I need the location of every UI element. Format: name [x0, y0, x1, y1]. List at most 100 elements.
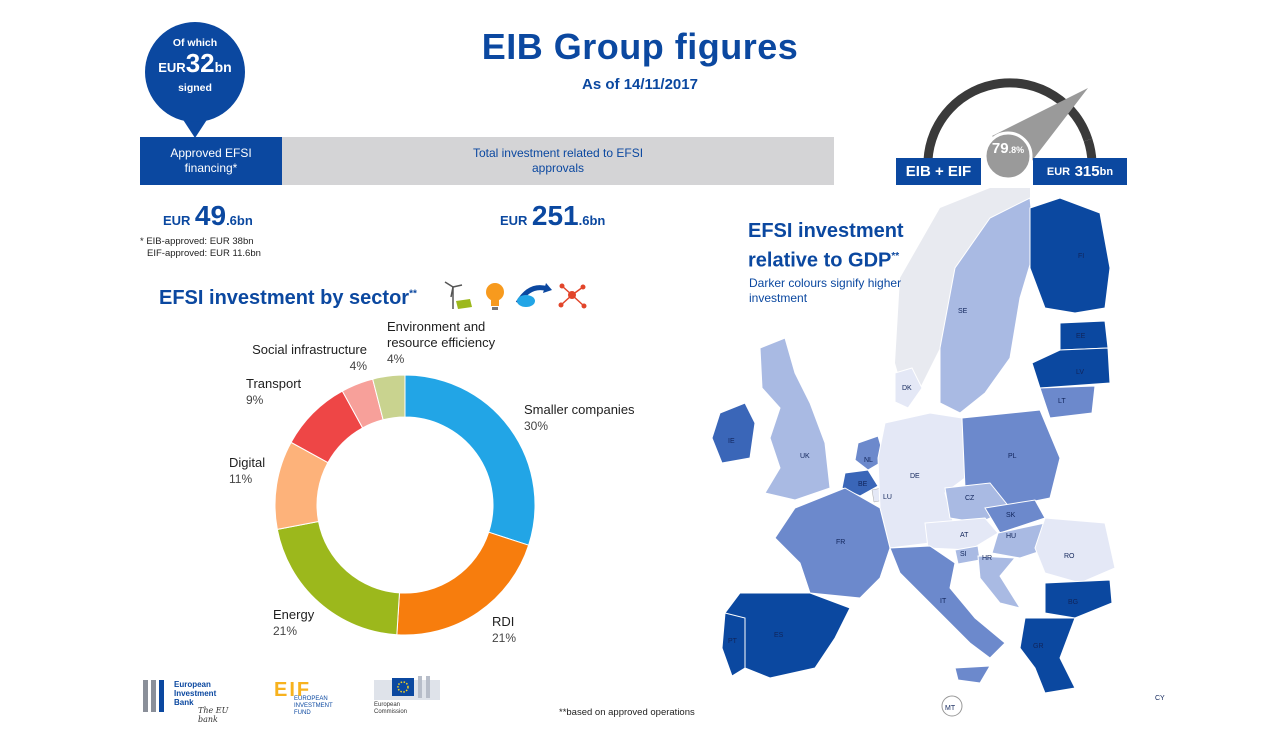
- svg-text:IT: IT: [940, 598, 947, 605]
- gauge-hub: [983, 131, 1033, 181]
- map-country-nl: [854, 435, 886, 471]
- svg-text:GR: GR: [1033, 643, 1044, 650]
- map-country-it: [889, 545, 1006, 659]
- label-social: Social infrastructure 4%: [243, 342, 367, 374]
- total-amount: EUR 251.6bn: [500, 200, 605, 232]
- label-environment-pct: 4%: [387, 352, 405, 366]
- label-transport: Transport 9%: [246, 376, 301, 408]
- callout-currency: EUR: [158, 60, 186, 75]
- eif-logo-line1: EUROPEAN: [294, 696, 328, 702]
- eib-logo-mark: [143, 680, 164, 712]
- ec-logo: European Commission: [372, 672, 444, 720]
- eif-logo: EIF EUROPEAN INVESTMENT FUND: [274, 680, 354, 722]
- callout-unit: bn: [214, 59, 232, 75]
- svg-text:IE: IE: [728, 438, 735, 445]
- map-country-no: [895, 188, 1030, 398]
- svg-text:FI: FI: [1078, 253, 1084, 260]
- label-rdi-line1: RDI: [492, 614, 515, 629]
- svg-text:DE: DE: [910, 473, 920, 480]
- eib-logo-tagline: The EU bank: [198, 706, 229, 724]
- gauge-right-value: 315: [1074, 163, 1100, 180]
- map-country-fi: [1029, 197, 1111, 314]
- svg-text:BG: BG: [1068, 599, 1078, 606]
- svg-text:PT: PT: [728, 638, 738, 645]
- svg-text:SK: SK: [1006, 512, 1016, 519]
- label-energy-line1: Energy: [273, 607, 315, 622]
- map-country-at: [924, 517, 999, 551]
- gdp-heading-mark: **: [891, 251, 900, 262]
- total-investment-label: Total investment related to EFSI approva…: [472, 146, 644, 175]
- gauge-right-currency: EUR: [1046, 165, 1071, 178]
- svg-text:DK: DK: [902, 385, 912, 392]
- label-social-line1: Social infrastructure: [252, 342, 367, 357]
- gdp-subtitle: Darker colours signify higher investment: [749, 276, 901, 306]
- gauge-pct-value: 79: [991, 140, 1009, 157]
- map-country-dk: [894, 367, 923, 409]
- gauge-percentage: 79.8%: [984, 140, 1032, 158]
- label-digital: Digital 11%: [229, 455, 265, 487]
- europe-map: FI SE EE LV LT DK IE UK NL BE LU DE PL C…: [711, 188, 1165, 717]
- light-bulb-icon: [486, 283, 504, 310]
- approved-footnote: * EIB-approved: EUR 38bn EIF-approved: E…: [140, 236, 261, 260]
- map-country-fr: [774, 487, 891, 599]
- svg-text:ES: ES: [774, 632, 784, 639]
- svg-text:SE: SE: [958, 308, 968, 315]
- approved-financing-bar: Approved EFSI financing*: [140, 137, 282, 185]
- label-rdi-pct: 21%: [492, 631, 517, 645]
- ec-logo-line1: European: [374, 702, 401, 708]
- svg-text:HR: HR: [982, 555, 992, 562]
- label-social-pct: 4%: [349, 359, 367, 373]
- gdp-heading-line2: relative to GDP: [748, 249, 892, 272]
- approved-amount-currency: EUR: [163, 213, 191, 228]
- svg-text:UK: UK: [800, 453, 810, 460]
- label-energy-pct: 21%: [273, 624, 298, 638]
- label-energy: Energy 21%: [273, 607, 314, 639]
- map-country-pt: [721, 612, 746, 677]
- svg-text:CY: CY: [1155, 695, 1165, 702]
- signed-callout: Of which EUR32bn signed: [145, 22, 245, 122]
- svg-text:LU: LU: [883, 494, 892, 501]
- approved-amount: EUR 49.6bn: [163, 200, 253, 232]
- callout-line3: signed: [178, 82, 212, 94]
- approved-amount-value: 49: [194, 200, 227, 231]
- label-transport-line1: Transport: [246, 376, 302, 391]
- map-country-it-sicily: [954, 665, 991, 684]
- total-amount-decimal: .6bn: [578, 213, 606, 228]
- donut-slice-smaller-companies: [404, 374, 536, 546]
- label-rdi: RDI 21%: [492, 614, 516, 646]
- footer-note: **based on approved operations: [559, 707, 695, 718]
- eif-logo-line3: FUND: [294, 710, 311, 716]
- label-environment-line1: Environment and: [387, 319, 486, 334]
- donut-slice-environment-and-resource-efficiency: [372, 374, 406, 421]
- handshake-arrow-icon: [515, 283, 552, 307]
- page-subtitle: As of 14/11/2017: [582, 76, 698, 93]
- approved-footnote-line2: EIF-approved: EUR 11.6bn: [147, 248, 261, 259]
- gauge-pct-decimal: .8%: [1008, 145, 1025, 155]
- map-country-bg: [1044, 579, 1113, 619]
- page-title: EIB Group figures: [481, 26, 799, 67]
- eib-logo-line3: Bank: [174, 698, 194, 707]
- map-country-lt: [1039, 385, 1096, 419]
- gauge-right-label: EUR 315 bn: [1033, 158, 1127, 185]
- eif-logo-line2: INVESTMENT: [294, 703, 333, 709]
- ec-logo-mark: [374, 676, 440, 700]
- wind-turbine-solar-icon: [444, 281, 472, 309]
- network-nodes-icon: [558, 283, 587, 309]
- map-country-gr: [1019, 617, 1076, 694]
- svg-text:BE: BE: [858, 481, 868, 488]
- map-country-lv: [1031, 347, 1111, 389]
- eib-logo: European Investment Bank The EU bank: [140, 678, 250, 724]
- label-smaller-companies: Smaller companies 30%: [524, 402, 635, 434]
- svg-text:CZ: CZ: [965, 495, 975, 502]
- svg-text:FR: FR: [836, 539, 845, 546]
- total-investment-bar: Total investment related to EFSI approva…: [282, 137, 834, 185]
- map-country-hr: [977, 555, 1022, 609]
- sector-donut-chart: [274, 374, 536, 636]
- ec-logo-line2: Commission: [374, 709, 408, 715]
- gdp-sub-line1: Darker colours signify higher: [749, 276, 902, 290]
- callout-line1: Of which: [172, 37, 218, 49]
- map-country-ro: [1034, 517, 1116, 584]
- total-amount-value: 251: [531, 200, 579, 231]
- svg-text:SI: SI: [960, 551, 967, 558]
- svg-text:AT: AT: [960, 532, 969, 539]
